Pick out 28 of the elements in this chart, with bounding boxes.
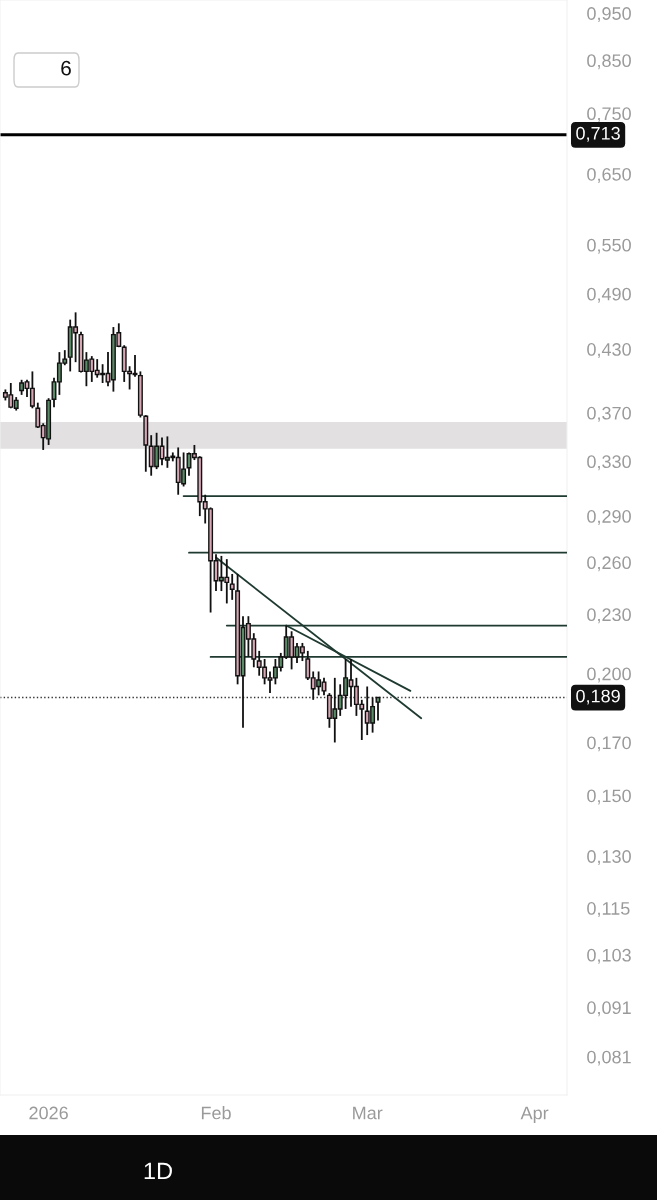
y-tick-label: 0,081 <box>587 1050 631 1066</box>
y-tick-label: 0,750 <box>587 107 631 123</box>
y-tick-label: 0,115 <box>587 902 630 917</box>
annotation: 6 <box>61 60 71 76</box>
y-tick-label: 0,170 <box>587 736 631 752</box>
ref-line-label: 0,189 <box>576 689 620 705</box>
y-tick-label: 0,150 <box>587 789 631 805</box>
x-tick-label: 2026 <box>29 1106 68 1120</box>
y-tick-label: 0,550 <box>587 238 631 254</box>
y-tick-label: 0,330 <box>587 455 631 471</box>
y-tick-label: 0,650 <box>587 167 631 183</box>
y-tick-label: 0,430 <box>587 343 631 358</box>
y-tick-label: 0,230 <box>587 608 631 624</box>
x-tick-label: Mar <box>353 1106 383 1120</box>
y-tick-label: 0,260 <box>587 556 631 572</box>
y-tick-label: 0,130 <box>587 850 631 866</box>
y-tick-label: 0,370 <box>587 406 631 422</box>
x-tick-label: Apr <box>520 1106 549 1123</box>
y-tick-label: 0,091 <box>587 1001 631 1017</box>
text: 1D <box>144 1162 172 1180</box>
y-tick-label: 0,290 <box>587 510 631 525</box>
ref-line-label: 0,713 <box>576 126 620 142</box>
y-tick-label: 0,200 <box>587 667 631 683</box>
y-tick-label: 0,950 <box>587 7 631 23</box>
x-tick-label: Feb <box>201 1106 231 1120</box>
y-tick-label: 0,103 <box>587 948 631 964</box>
y-tick-label: 0,490 <box>587 287 631 303</box>
y-tick-label: 0,850 <box>587 54 631 70</box>
